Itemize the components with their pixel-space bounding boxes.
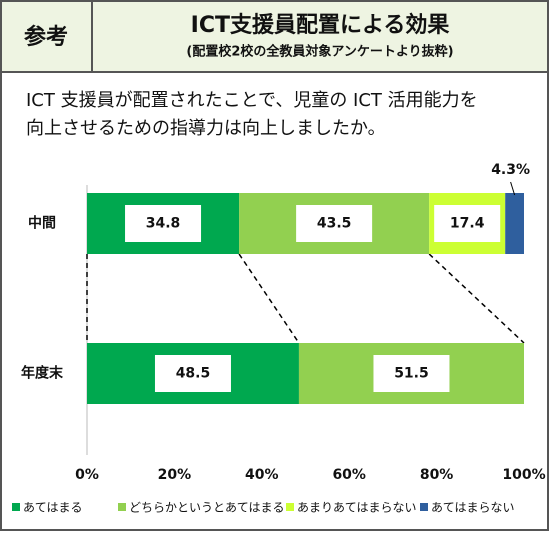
legend-swatch xyxy=(420,503,428,511)
legend-swatch xyxy=(118,503,126,511)
data-label: 34.8 xyxy=(146,216,181,232)
label-box xyxy=(125,205,202,242)
label-pointer xyxy=(510,181,516,196)
x-tick-label: 0% xyxy=(75,467,99,483)
bar-segment xyxy=(505,193,524,254)
header-subtitle: (配置校2校の全教員対象アンケートより抜粋) xyxy=(186,44,453,60)
y-tick-label: 年度末 xyxy=(21,365,64,382)
connector xyxy=(428,253,525,344)
question-line: ICT 支援員が配置されたことで、児童の ICT 活用能力を xyxy=(26,90,478,111)
label-box xyxy=(296,205,373,242)
data-label: 51.5 xyxy=(394,366,429,382)
legend-swatch xyxy=(12,503,20,511)
legend-label: あてはまる xyxy=(23,501,83,515)
question-line: 向上させるための指導力は向上しましたか。 xyxy=(26,118,386,139)
label-box xyxy=(154,355,231,392)
x-tick-label: 80% xyxy=(420,467,454,483)
label-box xyxy=(373,355,450,392)
x-tick-label: 100% xyxy=(502,467,545,483)
label-box xyxy=(434,205,501,242)
header-title: ICT支援員配置による効果 xyxy=(191,12,450,38)
legend-swatch xyxy=(286,503,294,511)
legend-label: あてはまらない xyxy=(431,501,515,515)
data-label: 4.3% xyxy=(491,162,530,178)
data-label: 48.5 xyxy=(176,366,211,382)
header-tag: 参考 xyxy=(24,24,68,50)
x-tick-label: 40% xyxy=(245,467,279,483)
data-label: 43.5 xyxy=(317,216,352,232)
legend-label: あまりあてはまらない xyxy=(297,501,417,515)
legend-label: どちらかというとあてはまる xyxy=(129,501,285,515)
x-tick-label: 60% xyxy=(332,467,366,483)
y-tick-label: 中間 xyxy=(28,215,56,232)
x-tick-label: 20% xyxy=(158,467,192,483)
data-label: 17.4 xyxy=(450,216,485,232)
